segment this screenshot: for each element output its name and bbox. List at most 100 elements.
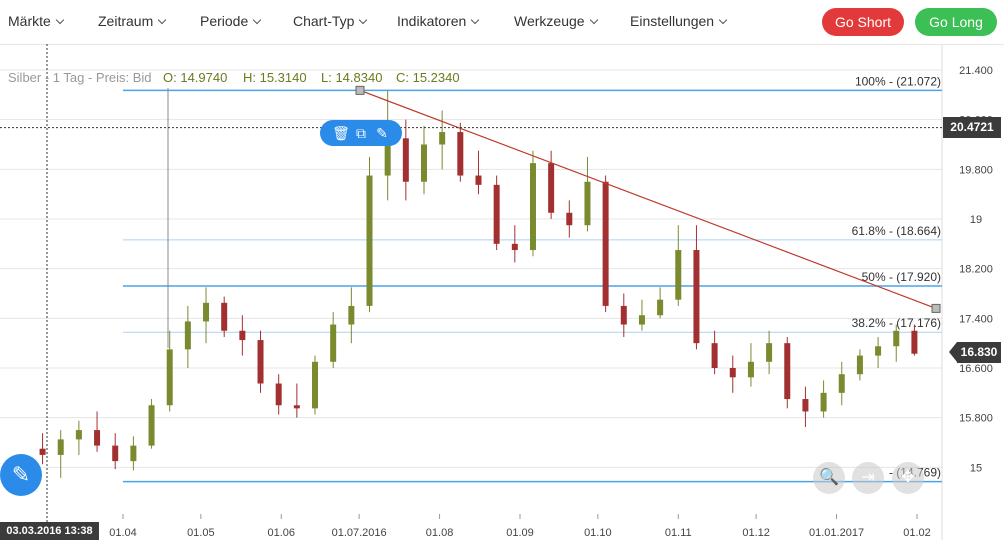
candle bbox=[457, 122, 464, 182]
crosshair-date-label: 03.03.2016 13:38 bbox=[0, 522, 99, 540]
candle bbox=[784, 336, 791, 409]
scroll-end-button[interactable]: ⇥ bbox=[852, 462, 884, 494]
y-tick-label: 21.400 bbox=[959, 65, 993, 77]
candle-body bbox=[856, 355, 863, 375]
candle-body bbox=[566, 212, 573, 226]
trendline-handle-end[interactable] bbox=[931, 303, 941, 313]
candle bbox=[566, 200, 573, 238]
candle-body bbox=[493, 184, 500, 244]
move-arrows-icon: ✥ bbox=[901, 469, 915, 486]
trendline-handle-start[interactable] bbox=[355, 85, 365, 95]
magnifier-icon: 🔍 bbox=[819, 469, 839, 486]
candle bbox=[511, 225, 518, 263]
candle bbox=[729, 355, 736, 393]
candle bbox=[366, 156, 373, 313]
candle-body bbox=[893, 330, 900, 347]
fibonacci-retracement[interactable]: 100% - (21.072) 61.8% - (18.664) 50% - (17… bbox=[123, 74, 942, 483]
candle-body bbox=[875, 346, 882, 356]
fib-level-label: 100% - (21.072) bbox=[855, 74, 941, 88]
candle-body bbox=[293, 405, 300, 409]
candle bbox=[39, 433, 46, 465]
candle-body bbox=[203, 302, 210, 322]
zoom-button[interactable]: 🔍 bbox=[813, 462, 845, 494]
candle bbox=[239, 315, 246, 356]
x-tick-label: 01.08 bbox=[426, 527, 454, 539]
candle-body bbox=[384, 138, 391, 176]
candle-body bbox=[94, 430, 101, 446]
crosshair-price-label: 20.4721 bbox=[943, 117, 1001, 138]
candle bbox=[420, 125, 427, 195]
chevron-down-icon bbox=[253, 15, 262, 25]
trendline-segment[interactable] bbox=[359, 89, 937, 309]
candle-body bbox=[584, 181, 591, 226]
x-tick-label: 01.04 bbox=[109, 527, 137, 539]
menu-timerange-label: Zeitraum bbox=[98, 13, 154, 29]
candle bbox=[911, 324, 918, 356]
open-value: O: 14.9740 bbox=[163, 70, 227, 85]
menu-timerange[interactable]: Zeitraum bbox=[98, 13, 167, 29]
candle-body bbox=[112, 445, 119, 462]
candle bbox=[330, 312, 337, 368]
pan-button[interactable]: ✥ bbox=[892, 462, 924, 494]
x-tick-label: 01.05 bbox=[187, 527, 215, 539]
arrow-right-bar-icon: ⇥ bbox=[861, 469, 875, 486]
candle bbox=[766, 330, 773, 375]
draw-pencil-button[interactable]: ✎ bbox=[0, 454, 42, 496]
instrument-label: Silber - 1 Tag - Preis: Bid bbox=[8, 70, 152, 85]
candle bbox=[620, 293, 627, 337]
candle bbox=[148, 399, 155, 449]
crosshair bbox=[0, 44, 942, 540]
menu-tools-label: Werkzeuge bbox=[514, 13, 585, 29]
menu-period-label: Periode bbox=[200, 13, 249, 29]
candle bbox=[893, 324, 900, 362]
menu-tools[interactable]: Werkzeuge bbox=[514, 13, 598, 29]
menu-period[interactable]: Periode bbox=[200, 13, 262, 29]
copy-icon[interactable]: ⧉ bbox=[356, 125, 366, 141]
candle bbox=[402, 119, 409, 201]
candle bbox=[875, 336, 882, 368]
candle bbox=[348, 287, 355, 344]
y-tick-label: 16.600 bbox=[959, 363, 993, 375]
candle bbox=[548, 150, 555, 219]
candle bbox=[638, 299, 645, 331]
current-price-label: 16.830 bbox=[949, 342, 1001, 363]
trendline[interactable] bbox=[355, 85, 941, 313]
candle bbox=[166, 330, 173, 412]
candle bbox=[94, 411, 101, 452]
candle-body bbox=[275, 383, 282, 406]
fib-level-label: 61.8% - (18.664) bbox=[852, 224, 941, 238]
go-long-button[interactable]: Go Long bbox=[915, 8, 997, 36]
pencil-icon[interactable]: ✎ bbox=[376, 125, 388, 141]
candle bbox=[75, 420, 82, 455]
candle-body bbox=[529, 163, 536, 251]
candle-body bbox=[802, 399, 809, 412]
x-tick-label: 01.11 bbox=[665, 527, 692, 539]
fib-level-label: 38.2% - (17.176) bbox=[852, 316, 941, 330]
candle bbox=[112, 433, 119, 470]
x-tick-label: 01.07.2016 bbox=[332, 527, 387, 539]
candle bbox=[184, 305, 191, 368]
candle bbox=[293, 383, 300, 418]
candle-body bbox=[548, 163, 555, 213]
x-tick-label: 01.06 bbox=[268, 527, 296, 539]
candle bbox=[675, 225, 682, 306]
candle-body bbox=[239, 330, 246, 341]
candle bbox=[275, 374, 282, 415]
menu-chart-type[interactable]: Chart-Typ bbox=[293, 13, 368, 29]
go-short-button[interactable]: Go Short bbox=[822, 8, 904, 36]
candle-body bbox=[130, 445, 137, 462]
menu-indicators[interactable]: Indikatoren bbox=[397, 13, 480, 29]
x-tick-label: 01.01.2017 bbox=[809, 527, 864, 539]
menu-markets[interactable]: Märkte bbox=[8, 13, 65, 29]
menu-settings[interactable]: Einstellungen bbox=[630, 13, 728, 29]
y-tick-label: 15.800 bbox=[959, 413, 993, 425]
candle-body bbox=[766, 343, 773, 362]
candle bbox=[475, 150, 482, 195]
candle-body bbox=[838, 374, 845, 393]
menu-indicators-label: Indikatoren bbox=[397, 13, 467, 29]
candle-body bbox=[366, 175, 373, 306]
candle bbox=[711, 330, 718, 375]
drawing-toolbar: 🗑 ⧉ ✎ bbox=[320, 120, 402, 146]
x-axis: 01.04 01.05 01.06 01.07.2016 01.08 01.09 01.10… bbox=[109, 514, 931, 539]
trash-icon[interactable]: 🗑 bbox=[332, 125, 350, 141]
